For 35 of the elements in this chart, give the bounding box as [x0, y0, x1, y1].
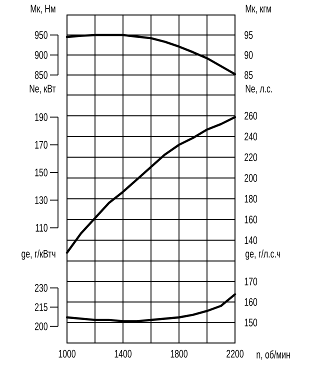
y2-tick-label: 95 — [244, 31, 253, 39]
y-tick-label: 230 — [34, 284, 48, 292]
x-axis-title: n, об/мин — [256, 350, 290, 360]
y2-axis-title: Ne, л.с. — [246, 84, 272, 94]
y-axis-title: ge, г/кВтч — [22, 250, 56, 260]
x-tick-label: 1800 — [170, 350, 188, 358]
y-tick-label: 130 — [35, 196, 48, 204]
y-axis-title: Ne, кВт — [30, 84, 56, 94]
y-tick-label: 190 — [35, 113, 48, 122]
y2-tick-label: 180 — [244, 194, 258, 203]
y2-tick-label: 200 — [244, 174, 258, 182]
y-tick-label: 950 — [34, 31, 48, 39]
x-tick-label: 1000 — [58, 350, 76, 358]
y-tick-label: 170 — [35, 140, 48, 149]
y2-tick-label: 140 — [244, 236, 258, 244]
y2-tick-label: 160 — [244, 298, 258, 306]
y2-tick-label: 85 — [244, 71, 253, 79]
y-tick-label: 850 — [34, 71, 48, 79]
y-tick-label: 900 — [34, 51, 48, 59]
y2-axis-title: ge, г/л.с.ч — [246, 250, 280, 260]
y2-axis-title: Мк, кгм — [246, 4, 271, 14]
y2-tick-label: 160 — [244, 216, 258, 224]
y2-tick-label: 150 — [244, 318, 258, 326]
y2-tick-label: 220 — [244, 153, 258, 162]
y2-tick-label: 90 — [244, 51, 253, 59]
y-tick-label: 150 — [35, 168, 48, 176]
x-tick-label: 2200 — [226, 350, 244, 358]
y-axis-title: Мк, Нм — [30, 4, 56, 14]
y-tick-label: 200 — [34, 322, 48, 330]
y2-tick-label: 240 — [244, 132, 258, 140]
y-tick-label: 110 — [36, 224, 48, 232]
y2-tick-label: 260 — [244, 112, 258, 120]
y2-tick-label: 170 — [244, 278, 258, 286]
y-tick-label: 215 — [34, 303, 48, 312]
x-tick-label: 1400 — [114, 350, 132, 358]
